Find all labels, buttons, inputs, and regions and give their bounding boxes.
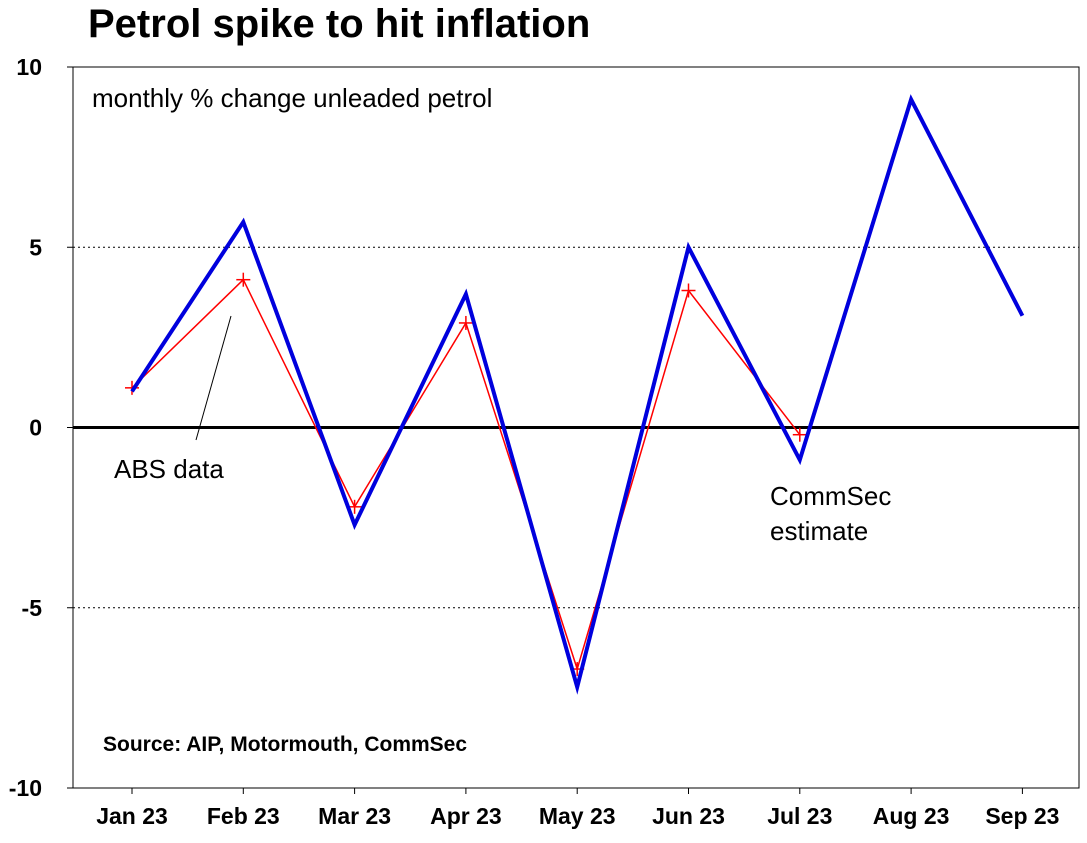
x-tick-label: May 23	[539, 803, 616, 829]
source-note: Source: AIP, Motormouth, CommSec	[103, 733, 467, 756]
y-tick-label: 0	[29, 415, 42, 441]
series-line-abs-data	[131, 278, 801, 672]
y-tick-label: -10	[9, 775, 42, 801]
x-axis: Jan 23 Feb 23 Mar 23 Apr 23 May 23 Jun 23 Jul …	[96, 788, 1059, 829]
annotation-pointer	[195, 315, 232, 441]
chart-title: Petrol spike to hit inflation	[88, 2, 591, 46]
x-tick-label: Aug 23	[873, 803, 950, 829]
x-tick-label: Sep 23	[985, 803, 1059, 829]
data-point-abs-data	[792, 427, 807, 442]
annotations: monthly % change unleaded petrol Source: …	[92, 83, 891, 756]
data-point-abs-data	[236, 272, 251, 287]
x-tick-label: Jun 23	[652, 803, 725, 829]
x-tick-label: Apr 23	[430, 803, 502, 829]
data-point-abs-data	[681, 283, 696, 298]
annotation-commsec-estimate: estimate	[770, 516, 868, 546]
x-tick-label: Mar 23	[318, 803, 391, 829]
y-axis: 10 5 0 -5 -10	[9, 54, 73, 801]
annotation-commsec-estimate: CommSec	[770, 481, 891, 511]
x-tick-label: Jul 23	[767, 803, 832, 829]
series-line-commsec-estimate	[130, 94, 1025, 695]
chart-subtitle: monthly % change unleaded petrol	[92, 83, 492, 113]
data-point-abs-data	[458, 315, 473, 330]
y-tick-label: 5	[29, 234, 42, 260]
gridlines	[73, 246, 1079, 609]
x-tick-label: Feb 23	[207, 803, 280, 829]
x-tick-label: Jan 23	[96, 803, 168, 829]
annotation-abs-data: ABS data	[114, 454, 224, 484]
series-layer	[125, 94, 1025, 695]
y-tick-label: 10	[16, 54, 42, 80]
y-tick-label: -5	[22, 595, 43, 621]
